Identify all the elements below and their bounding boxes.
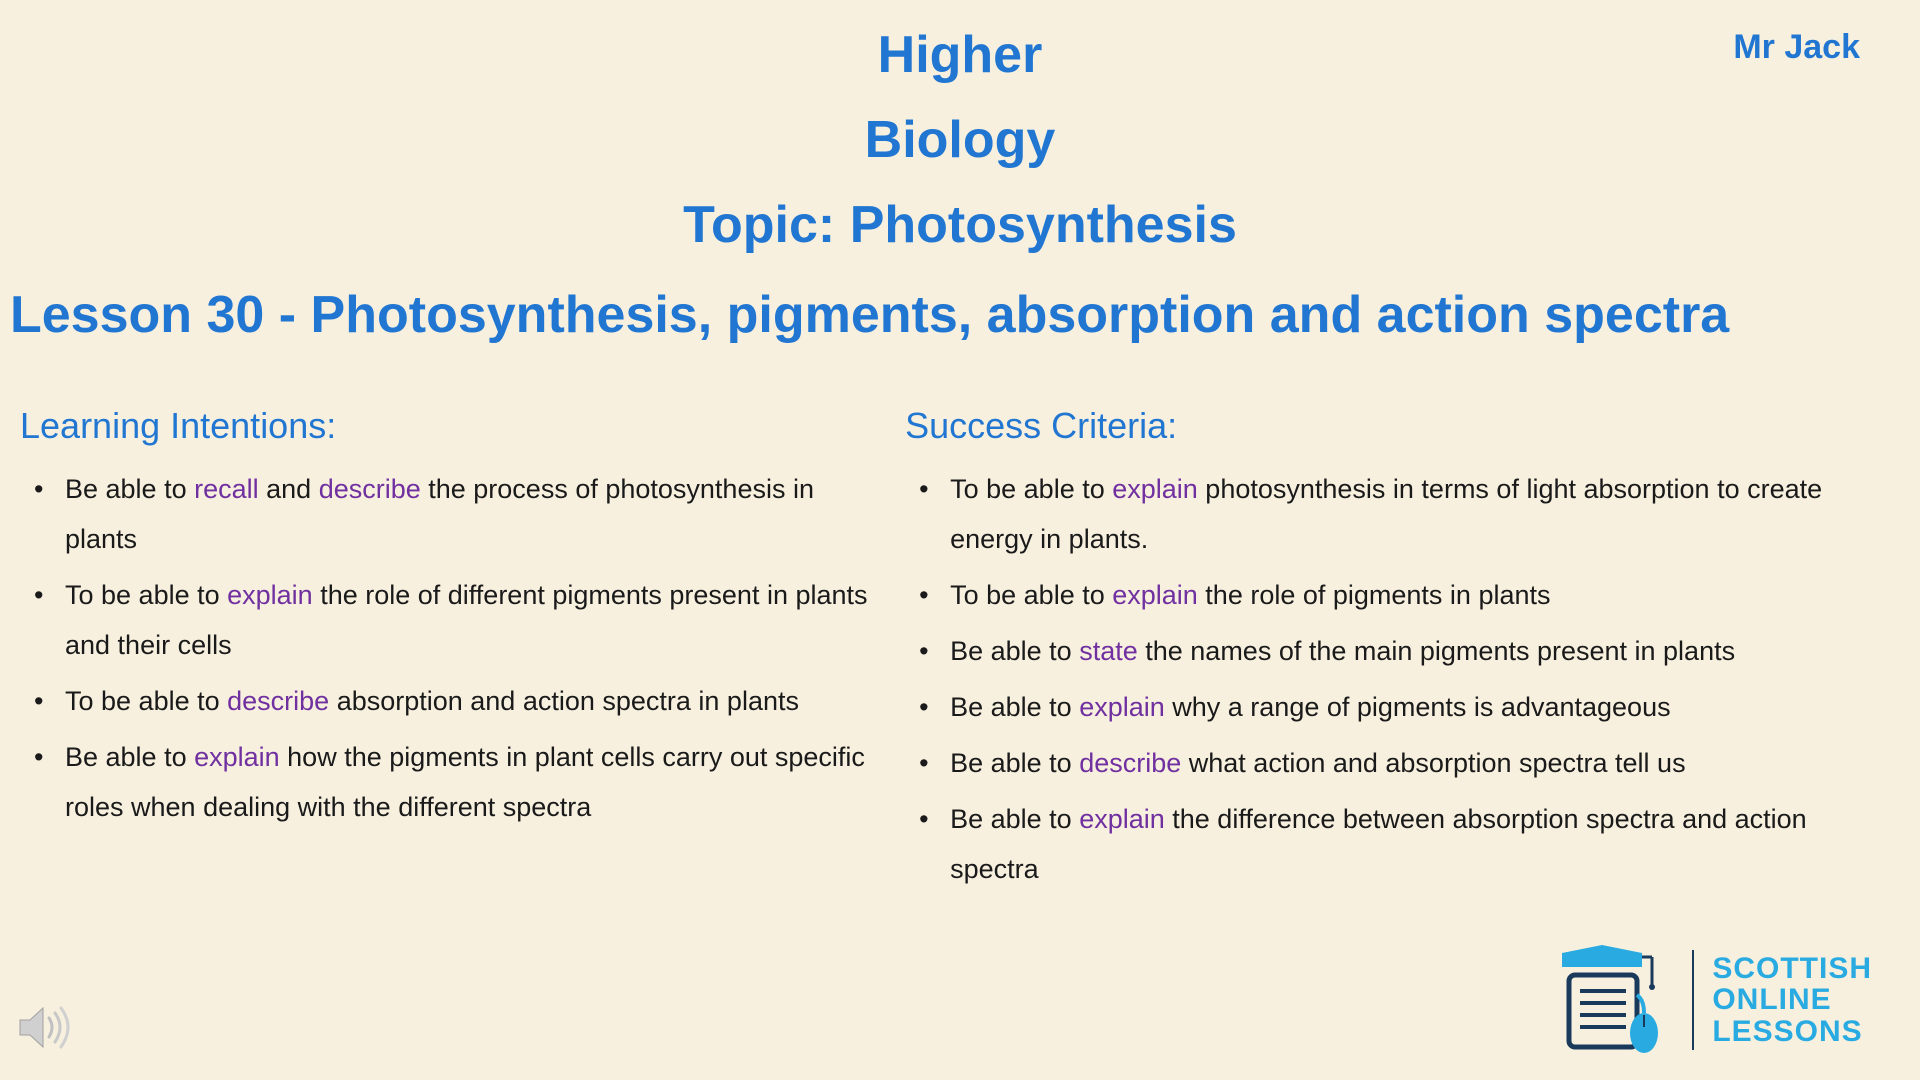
- learning-intentions-heading: Learning Intentions:: [20, 405, 885, 447]
- list-item: To be able to explain the role of pigmen…: [905, 571, 1900, 621]
- list-item: Be able to explain why a range of pigmen…: [905, 683, 1900, 733]
- slide-header: Higher Biology Topic: Photosynthesis: [0, 0, 1920, 255]
- header-topic: Topic: Photosynthesis: [0, 195, 1920, 255]
- logo-text: SCOTTISH ONLINE LESSONS: [1712, 953, 1872, 1048]
- success-criteria-list: To be able to explain photosynthesis in …: [905, 465, 1900, 895]
- list-item: Be able to state the names of the main p…: [905, 627, 1900, 677]
- success-criteria-heading: Success Criteria:: [905, 405, 1900, 447]
- list-item: Be able to explain how the pigments in p…: [20, 733, 885, 833]
- brand-logo: SCOTTISH ONLINE LESSONS: [1544, 945, 1872, 1055]
- learning-intentions-column: Learning Intentions: Be able to recall a…: [20, 405, 885, 901]
- list-item: To be able to describe absorption and ac…: [20, 677, 885, 727]
- list-item: To be able to explain photosynthesis in …: [905, 465, 1900, 565]
- header-subject: Biology: [0, 110, 1920, 170]
- author-label: Mr Jack: [1733, 28, 1860, 67]
- content-columns: Learning Intentions: Be able to recall a…: [0, 405, 1920, 901]
- logo-divider: [1692, 950, 1694, 1050]
- list-item: Be able to describe what action and abso…: [905, 739, 1900, 789]
- success-criteria-column: Success Criteria: To be able to explain …: [905, 405, 1900, 901]
- list-item: Be able to recall and describe the proce…: [20, 465, 885, 565]
- speaker-icon: [15, 1000, 75, 1055]
- list-item: Be able to explain the difference betwee…: [905, 795, 1900, 895]
- learning-intentions-list: Be able to recall and describe the proce…: [20, 465, 885, 833]
- list-item: To be able to explain the role of differ…: [20, 571, 885, 671]
- lesson-title: Lesson 30 - Photosynthesis, pigments, ab…: [0, 285, 1920, 345]
- header-level: Higher: [0, 25, 1920, 85]
- logo-icon: [1544, 945, 1674, 1055]
